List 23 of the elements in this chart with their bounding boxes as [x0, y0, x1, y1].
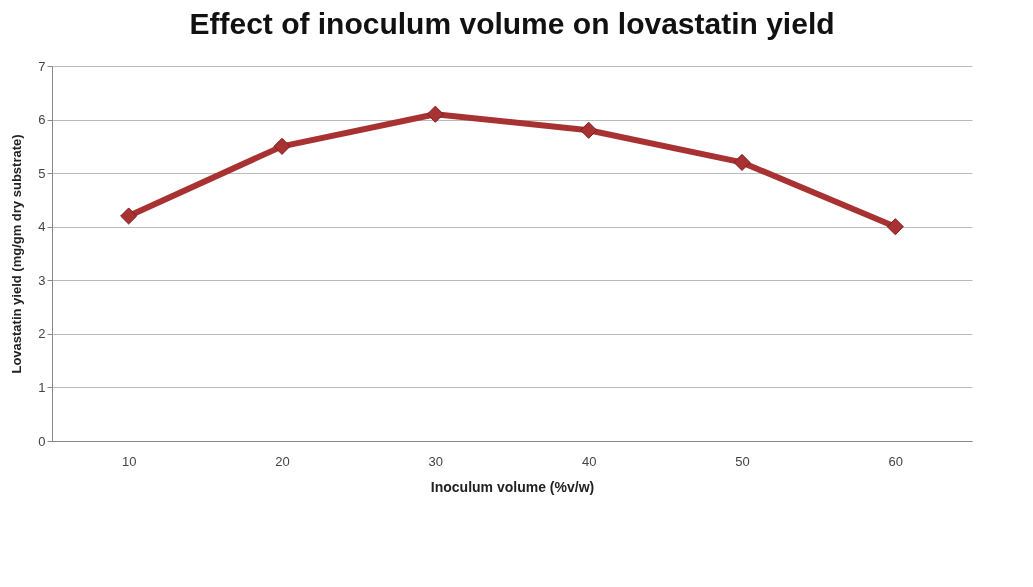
- point: [886, 218, 904, 236]
- y-tick-label: 5: [38, 165, 46, 181]
- x-tick-label: 10: [121, 453, 137, 469]
- y-tick-label: 2: [38, 326, 46, 342]
- point: [733, 153, 751, 171]
- x-tick-label: 20: [275, 453, 290, 469]
- point: [120, 207, 138, 225]
- x-tick-label: 60: [888, 453, 904, 469]
- y-tick-label: 1: [38, 379, 46, 395]
- point: [426, 105, 444, 123]
- point: [273, 137, 291, 155]
- x-tick-label: 40: [581, 453, 597, 469]
- y-tick-label: 7: [38, 58, 46, 74]
- y-tick-label: 4: [38, 219, 46, 235]
- point: [580, 121, 598, 139]
- y-tick-label: 0: [38, 433, 46, 449]
- y-tick-label: 6: [38, 112, 46, 128]
- chart-title: Effect of inoculum volume on lovastatin yield: [189, 7, 835, 40]
- y-axis-title: Lovastatin yield (mg/gm dry substrate): [9, 134, 25, 374]
- y-tick-label: 3: [38, 272, 46, 288]
- x-tick-label: 50: [735, 453, 750, 469]
- x-axis-title: Inoculum volume (%v/w): [430, 478, 595, 495]
- x-tick-label: 30: [428, 453, 444, 469]
